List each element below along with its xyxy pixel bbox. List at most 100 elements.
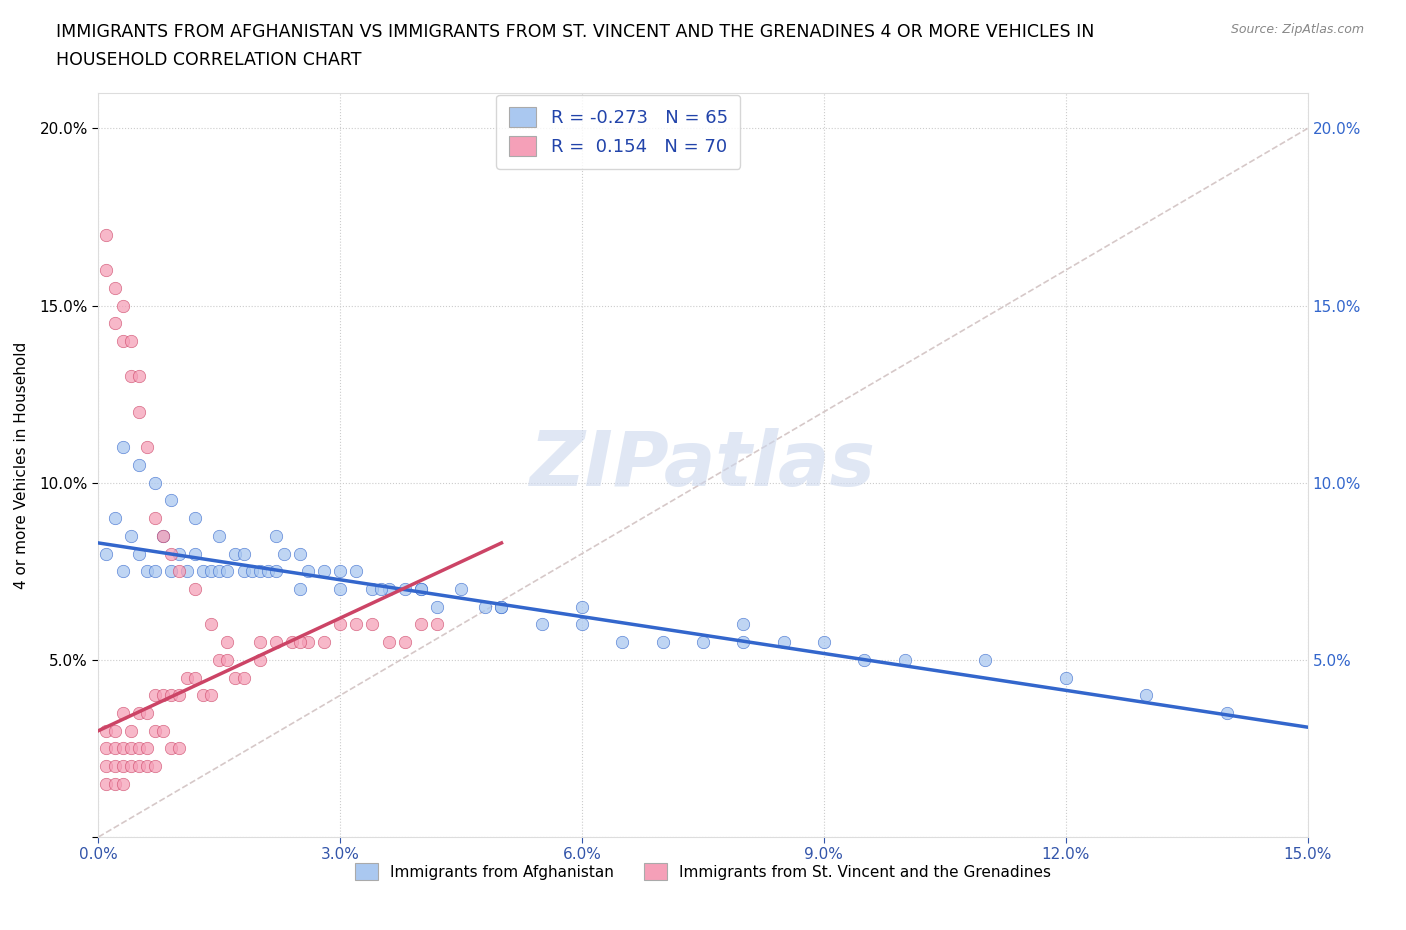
- Point: [135, 564, 157, 578]
- Point: [314, 634, 336, 649]
- Text: HOUSEHOLD CORRELATION CHART: HOUSEHOLD CORRELATION CHART: [56, 51, 361, 69]
- Point: [612, 634, 634, 649]
- Point: [167, 564, 190, 578]
- Point: [1216, 706, 1239, 721]
- Point: [394, 581, 416, 596]
- Point: [96, 227, 118, 242]
- Point: [167, 688, 190, 703]
- Point: [176, 671, 198, 685]
- Point: [184, 581, 207, 596]
- Point: [208, 528, 231, 543]
- Point: [96, 777, 118, 791]
- Point: [200, 688, 222, 703]
- Point: [772, 634, 794, 649]
- Point: [240, 564, 263, 578]
- Point: [111, 334, 134, 349]
- Point: [184, 511, 207, 525]
- Point: [297, 634, 319, 649]
- Point: [152, 724, 174, 738]
- Point: [96, 546, 118, 561]
- Point: [288, 581, 311, 596]
- Point: [249, 653, 271, 668]
- Point: [344, 564, 367, 578]
- Point: [160, 493, 183, 508]
- Point: [111, 299, 134, 313]
- Point: [217, 634, 239, 649]
- Point: [103, 281, 125, 296]
- Point: [200, 564, 222, 578]
- Point: [143, 688, 166, 703]
- Point: [103, 777, 125, 791]
- Point: [426, 599, 449, 614]
- Point: [160, 546, 183, 561]
- Point: [160, 564, 183, 578]
- Point: [96, 759, 118, 774]
- Point: [273, 546, 295, 561]
- Text: Source: ZipAtlas.com: Source: ZipAtlas.com: [1230, 23, 1364, 36]
- Point: [692, 634, 714, 649]
- Point: [377, 634, 399, 649]
- Point: [143, 759, 166, 774]
- Point: [103, 724, 125, 738]
- Point: [314, 564, 336, 578]
- Point: [143, 511, 166, 525]
- Point: [208, 564, 231, 578]
- Point: [120, 724, 142, 738]
- Point: [167, 546, 190, 561]
- Point: [128, 741, 150, 756]
- Point: [224, 671, 246, 685]
- Point: [111, 706, 134, 721]
- Point: [409, 581, 432, 596]
- Point: [143, 475, 166, 490]
- Point: [120, 334, 142, 349]
- Point: [409, 581, 432, 596]
- Point: [1135, 688, 1157, 703]
- Legend: Immigrants from Afghanistan, Immigrants from St. Vincent and the Grenadines: Immigrants from Afghanistan, Immigrants …: [346, 854, 1060, 889]
- Point: [249, 634, 271, 649]
- Point: [184, 546, 207, 561]
- Point: [143, 564, 166, 578]
- Point: [200, 617, 222, 631]
- Point: [128, 546, 150, 561]
- Point: [128, 759, 150, 774]
- Point: [733, 617, 755, 631]
- Point: [152, 528, 174, 543]
- Point: [128, 706, 150, 721]
- Point: [893, 653, 915, 668]
- Point: [111, 759, 134, 774]
- Point: [329, 617, 352, 631]
- Point: [1054, 671, 1077, 685]
- Point: [232, 671, 254, 685]
- Point: [160, 741, 183, 756]
- Point: [232, 564, 254, 578]
- Point: [571, 617, 593, 631]
- Point: [377, 581, 399, 596]
- Point: [733, 634, 755, 649]
- Point: [974, 653, 997, 668]
- Point: [193, 564, 215, 578]
- Point: [329, 581, 352, 596]
- Point: [256, 564, 278, 578]
- Point: [135, 741, 157, 756]
- Point: [264, 634, 287, 649]
- Point: [450, 581, 472, 596]
- Point: [128, 369, 150, 384]
- Point: [152, 688, 174, 703]
- Point: [853, 653, 876, 668]
- Point: [120, 759, 142, 774]
- Point: [135, 759, 157, 774]
- Point: [160, 688, 183, 703]
- Point: [176, 564, 198, 578]
- Point: [128, 458, 150, 472]
- Point: [249, 564, 271, 578]
- Text: ZIPatlas: ZIPatlas: [530, 428, 876, 502]
- Point: [103, 511, 125, 525]
- Point: [474, 599, 496, 614]
- Point: [103, 759, 125, 774]
- Point: [193, 688, 215, 703]
- Point: [288, 634, 311, 649]
- Point: [184, 671, 207, 685]
- Point: [232, 546, 254, 561]
- Point: [128, 405, 150, 419]
- Point: [103, 741, 125, 756]
